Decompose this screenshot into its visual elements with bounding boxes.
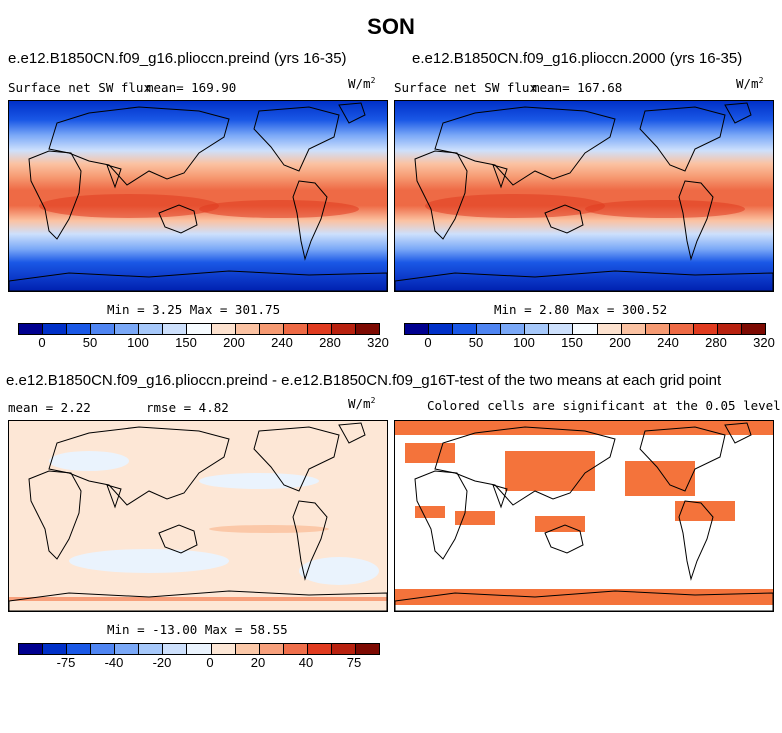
colorbar-swatch [259, 324, 284, 334]
panel2-title: e.e12.B1850CN.f09_g16.plioccn.2000 (yrs … [412, 50, 743, 67]
colorbar-tick-label: 240 [271, 335, 293, 350]
panel3-minmax: Min = -13.00 Max = 58.55 [107, 622, 288, 637]
colorbar-swatch [43, 644, 68, 654]
panel1-ticks: 0 50 100 150 200 240 280 320 [18, 335, 388, 351]
colorbar-swatch [597, 324, 622, 334]
colorbar-swatch [235, 644, 260, 654]
colorbar-swatch [115, 644, 140, 654]
colorbar-swatch [331, 324, 356, 334]
colorbar-swatch [307, 644, 332, 654]
panel3-colorbar [18, 643, 380, 655]
colorbar-swatch [19, 644, 44, 654]
colorbar-swatch [91, 324, 116, 334]
panel2-ticks: 0 50 100 150 200 240 280 320 [404, 335, 774, 351]
colorbar-tick-label: 240 [657, 335, 679, 350]
panel1-minmax: Min = 3.25 Max = 301.75 [107, 302, 281, 317]
colorbar-swatch [549, 324, 574, 334]
colorbar-swatch [139, 644, 164, 654]
colorbar-swatch [307, 324, 332, 334]
colorbar-swatch [259, 644, 284, 654]
colorbar-swatch [573, 324, 598, 334]
colorbar-tick-label: -75 [56, 655, 76, 670]
colorbar-tick-label: 0 [424, 335, 432, 350]
panel2-variable: Surface net SW flux [394, 80, 537, 95]
panel2-minmax: Min = 2.80 Max = 300.52 [494, 302, 668, 317]
colorbar-swatch [115, 324, 140, 334]
colorbar-swatch [67, 324, 92, 334]
panel3-map [8, 420, 388, 612]
colorbar-tick-label: 280 [705, 335, 727, 350]
figure-title: SON [367, 14, 415, 39]
colorbar-swatch [477, 324, 502, 334]
colorbar-tick-label: 0 [206, 655, 214, 670]
colorbar-swatch [621, 324, 646, 334]
colorbar-swatch [741, 324, 765, 334]
colorbar-tick-label: 75 [346, 655, 362, 670]
colorbar-tick-label: 0 [38, 335, 46, 350]
panel1-mean: mean= 169.90 [146, 80, 237, 95]
colorbar-swatch [211, 644, 236, 654]
colorbar-swatch [717, 324, 742, 334]
colorbar-tick-label: 320 [367, 335, 389, 350]
colorbar-tick-label: -20 [152, 655, 172, 670]
panel3-mean: mean = 2.22 [8, 400, 91, 415]
panel3-title: e.e12.B1850CN.f09_g16.plioccn.preind - e… [6, 372, 446, 389]
panel2-map [394, 100, 774, 292]
colorbar-tick-label: 200 [223, 335, 245, 350]
colorbar-swatch [163, 644, 188, 654]
colorbar-swatch [235, 324, 260, 334]
colorbar-tick-label: 280 [319, 335, 341, 350]
panel2-units: W/m2 [736, 76, 764, 92]
panel1-variable: Surface net SW flux [8, 80, 151, 95]
panel3-units: W/m2 [348, 396, 376, 412]
colorbar-swatch [669, 324, 694, 334]
panel4-map [394, 420, 774, 612]
colorbar-swatch [429, 324, 454, 334]
colorbar-swatch [211, 324, 236, 334]
colorbar-swatch [355, 644, 379, 654]
colorbar-swatch [43, 324, 68, 334]
colorbar-swatch [645, 324, 670, 334]
panel4-title: T-test of the two means at each grid poi… [446, 372, 722, 389]
panel3-rmse: rmse = 4.82 [146, 400, 229, 415]
colorbar-tick-label: 150 [175, 335, 197, 350]
colorbar-swatch [693, 324, 718, 334]
colorbar-swatch [187, 324, 212, 334]
colorbar-swatch [19, 324, 44, 334]
colorbar-swatch [405, 324, 430, 334]
colorbar-swatch [355, 324, 379, 334]
colorbar-swatch [163, 324, 188, 334]
colorbar-swatch [283, 644, 308, 654]
colorbar-swatch [331, 644, 356, 654]
panel1-colorbar [18, 323, 380, 335]
panel4-subtitle: Colored cells are significant at the 0.0… [427, 398, 781, 413]
colorbar-swatch [139, 324, 164, 334]
colorbar-tick-label: 50 [82, 335, 98, 350]
colorbar-swatch [501, 324, 526, 334]
panel2-colorbar [404, 323, 766, 335]
colorbar-tick-label: 100 [127, 335, 149, 350]
panel3-ticks: -75 -40 -20 0 20 40 75 [18, 655, 378, 671]
colorbar-tick-label: 50 [468, 335, 484, 350]
panel2-mean: mean= 167.68 [532, 80, 623, 95]
panel1-units: W/m2 [348, 76, 376, 92]
colorbar-swatch [453, 324, 478, 334]
colorbar-swatch [187, 644, 212, 654]
colorbar-tick-label: 100 [513, 335, 535, 350]
colorbar-tick-label: 20 [250, 655, 266, 670]
colorbar-swatch [525, 324, 550, 334]
colorbar-tick-label: 200 [609, 335, 631, 350]
colorbar-swatch [67, 644, 92, 654]
panel1-map [8, 100, 388, 292]
colorbar-swatch [91, 644, 116, 654]
colorbar-tick-label: 150 [561, 335, 583, 350]
colorbar-swatch [283, 324, 308, 334]
colorbar-tick-label: 320 [753, 335, 775, 350]
colorbar-tick-label: 40 [298, 655, 314, 670]
panel1-title: e.e12.B1850CN.f09_g16.plioccn.preind (yr… [8, 50, 347, 67]
colorbar-tick-label: -40 [104, 655, 124, 670]
